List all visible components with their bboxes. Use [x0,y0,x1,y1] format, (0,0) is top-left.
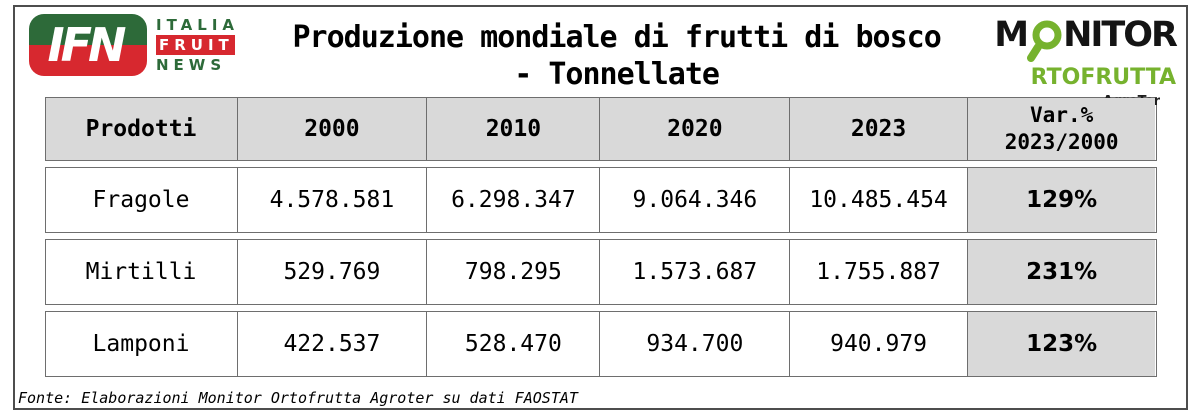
ifn-word-italia: ITALIA [156,16,240,34]
cell-value: 1.755.887 [790,240,968,304]
cell-var-pct: 129% [967,168,1156,232]
cell-value: 6.298.347 [427,168,601,232]
col-header-2020: 2020 [600,98,791,160]
cell-value: 1.573.687 [600,240,791,304]
monitor-ortofrutta-logo: M NITOR RTOFRUTTA powered by AgroTer [994,14,1178,109]
cell-value: 934.700 [600,312,791,376]
col-header-2023: 2023 [790,98,968,160]
ifn-wordmark: ITALIA FRUIT NEWS [156,15,239,75]
cell-product: Mirtilli [46,240,238,304]
col-header-var-line1: Var.% [1030,103,1094,127]
cell-value: 10.485.454 [790,168,968,232]
monitor-wordmark-line2: RTOFRUTTA [1030,65,1176,90]
page-title-line2: - Tonnellate [514,57,720,92]
ifn-logo: IFN ITALIA FRUIT NEWS [29,14,239,76]
ifn-word-news: NEWS [156,56,227,74]
page-title: Produzione mondiale di frutti di bosco -… [239,14,994,93]
monitor-letters-nitor: NITOR [1063,15,1178,55]
col-header-2000: 2000 [237,98,428,160]
table-row-fragole: Fragole 4.578.581 6.298.347 9.064.346 10… [44,167,1157,233]
col-header-var-line2: 2023/2000 [1004,130,1119,154]
cell-value: 940.979 [790,312,968,376]
cell-value: 422.537 [238,312,428,376]
cell-value: 4.578.581 [238,168,428,232]
cell-product: Lamponi [46,312,238,376]
col-header-var: Var.% 2023/2000 [967,98,1156,160]
source-note: Fonte: Elaborazioni Monitor Ortofrutta A… [18,389,578,407]
ifn-word-fruit: FRUIT [156,35,235,55]
header-bar: IFN ITALIA FRUIT NEWS Produzione mondial… [15,7,1186,108]
monitor-letter-m: M [994,15,1029,55]
cell-product: Fragole [46,168,238,232]
cell-var-pct: 123% [967,312,1156,376]
cell-value: 9.064.346 [600,168,791,232]
page-title-line1: Produzione mondiale di frutti di bosco [292,20,941,55]
cell-value: 528.470 [427,312,601,376]
cell-var-pct: 231% [967,240,1156,304]
table-row-mirtilli: Mirtilli 529.769 798.295 1.573.687 1.755… [44,239,1157,305]
table-row-lamponi: Lamponi 422.537 528.470 934.700 940.979 … [44,311,1157,377]
table-header-row: Prodotti 2000 2010 2020 2023 Var.% 2023/… [44,97,1157,161]
col-header-prodotti: Prodotti [45,98,238,160]
data-table: Prodotti 2000 2010 2020 2023 Var.% 2023/… [44,97,1157,377]
magnifier-icon [1027,18,1063,71]
cell-value: 798.295 [427,240,601,304]
infographic-panel: IFN ITALIA FRUIT NEWS Produzione mondial… [13,5,1188,410]
cell-value: 529.769 [238,240,428,304]
monitor-wordmark-line1: M NITOR [994,15,1178,71]
col-header-2010: 2010 [427,98,601,160]
ifn-badge: IFN [29,14,147,76]
